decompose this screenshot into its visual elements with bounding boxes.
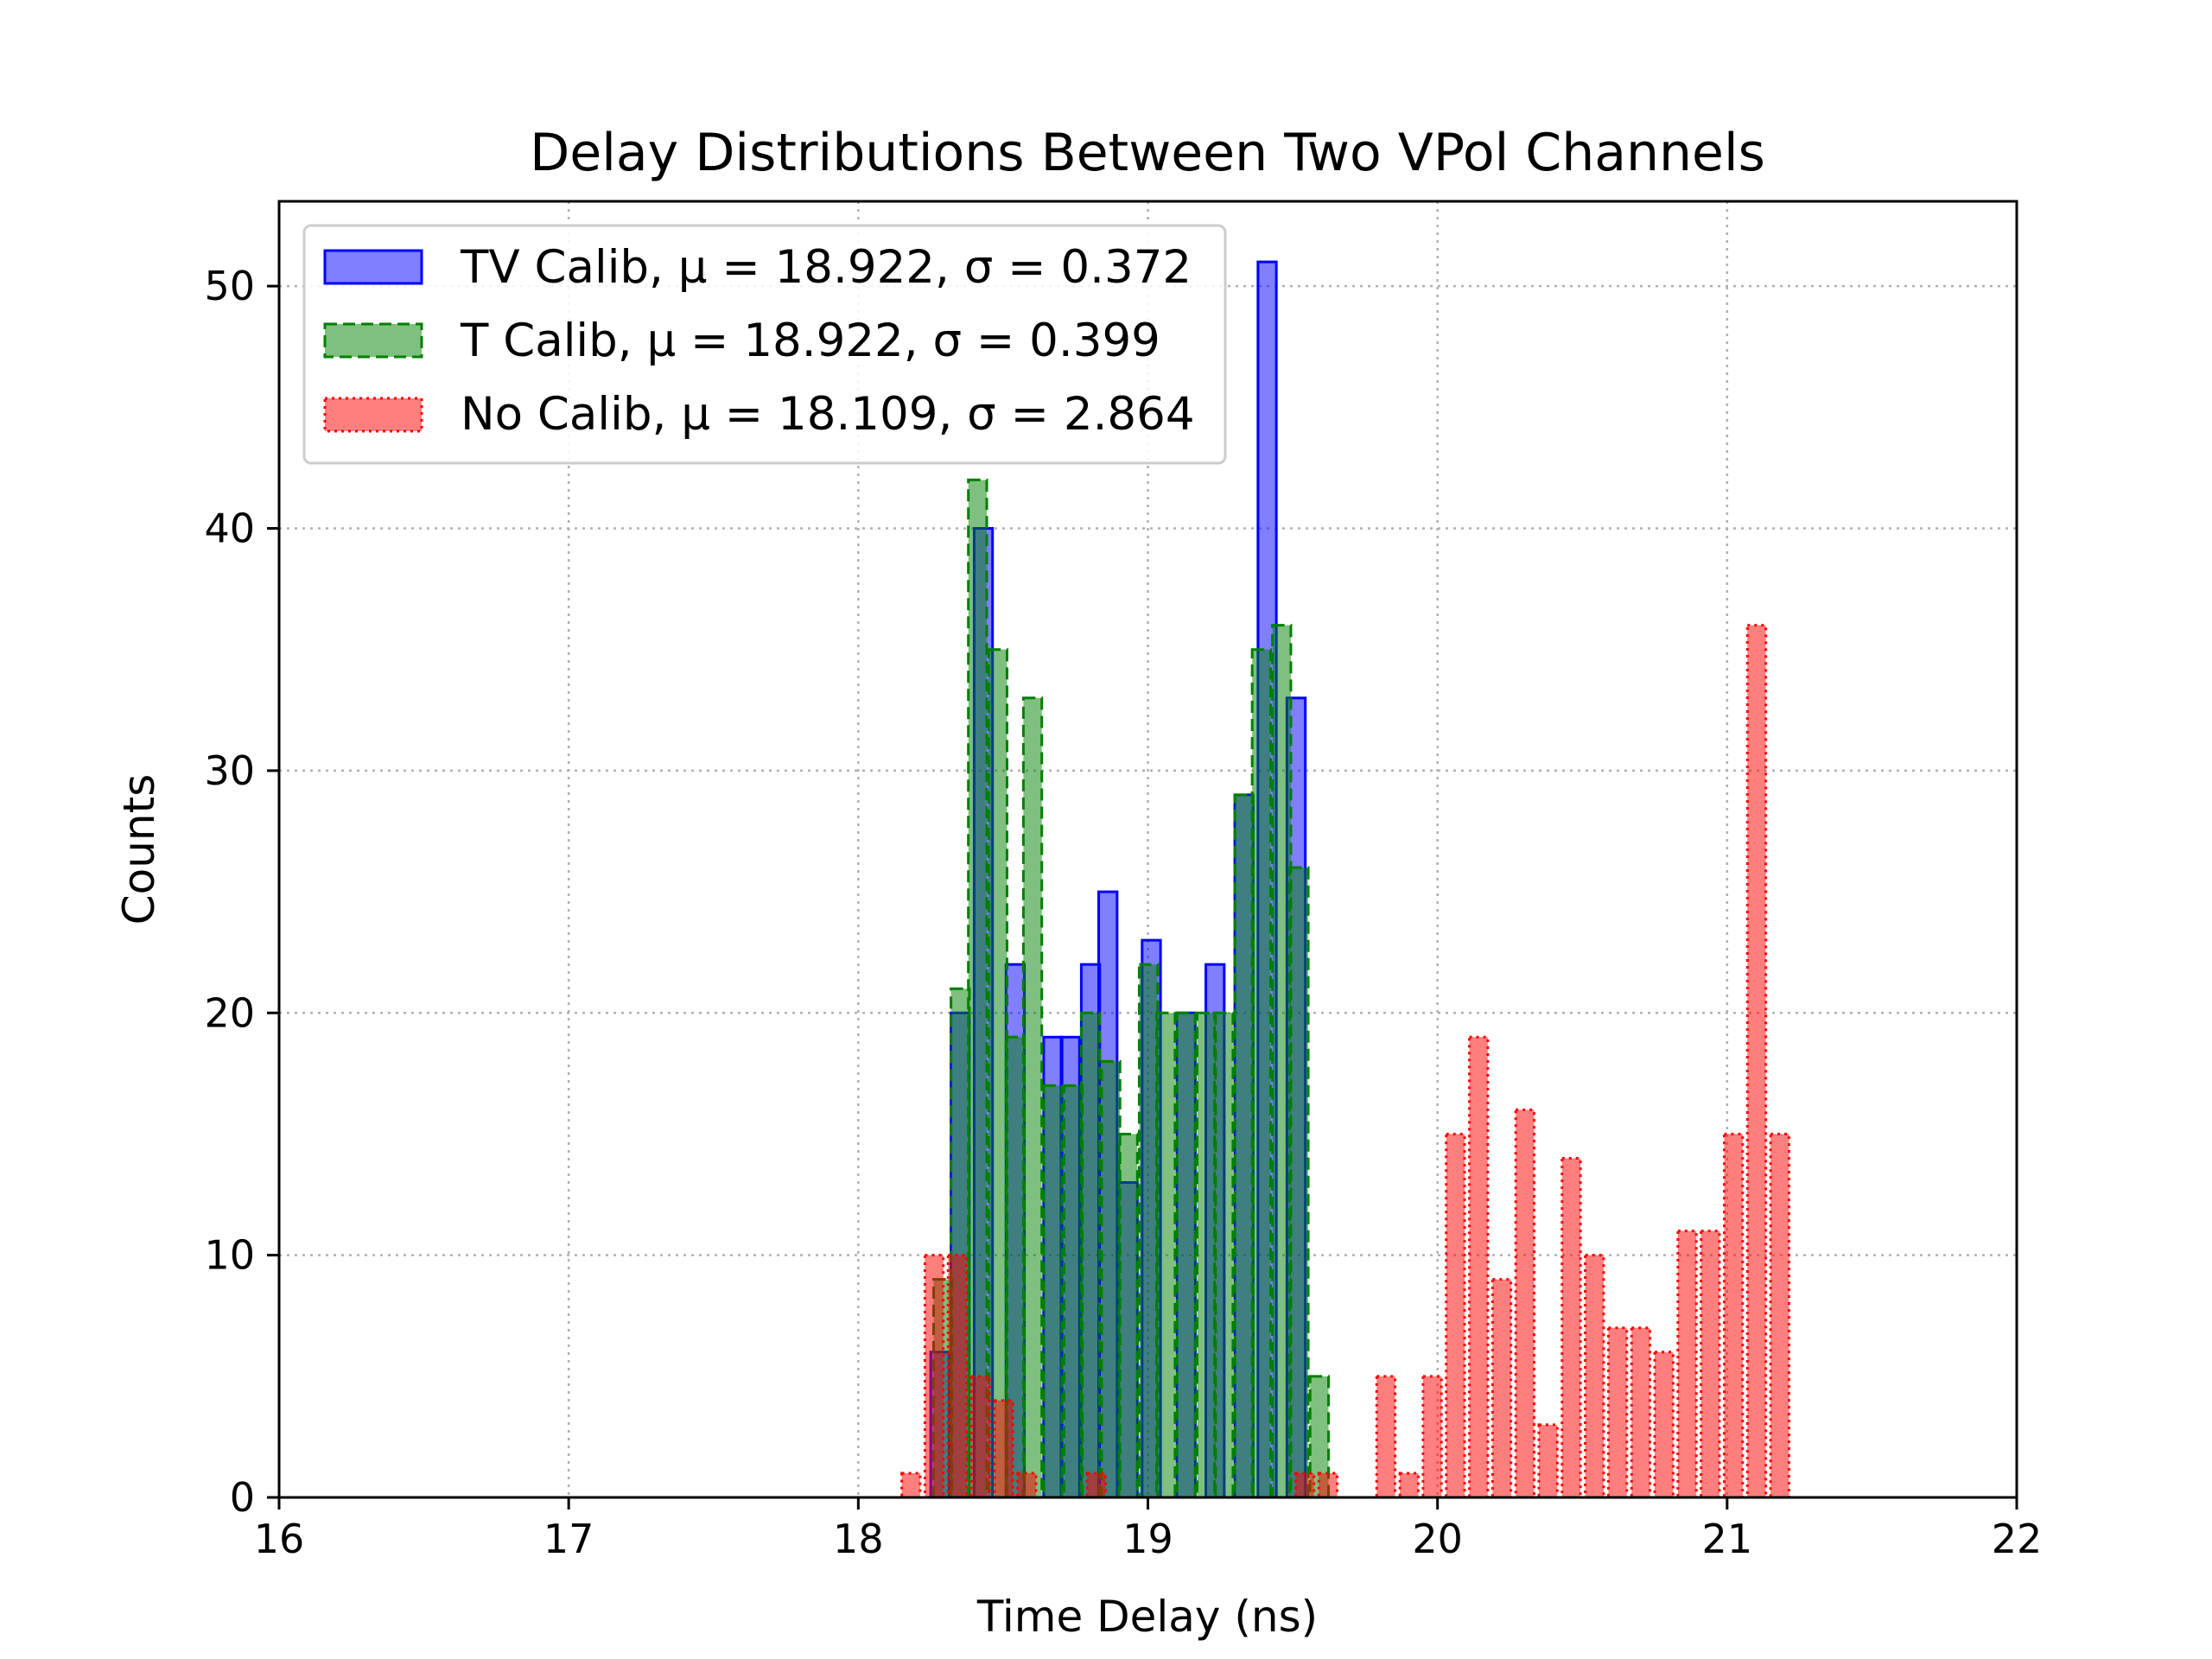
- y-tick-label: 30: [204, 747, 255, 794]
- histogram-bar: [1317, 1471, 1339, 1499]
- chart-title: Delay Distributions Between Two VPol Cha…: [530, 123, 1765, 183]
- histogram-bar: [1271, 624, 1293, 1499]
- x-tick-label: 20: [1412, 1516, 1463, 1562]
- x-tick-label: 19: [1122, 1516, 1173, 1562]
- y-tick-label: 50: [204, 263, 255, 309]
- histogram-bar: [900, 1471, 922, 1499]
- histogram-bar: [1016, 1471, 1038, 1499]
- histogram-bar: [1745, 624, 1768, 1499]
- histogram-bar: [1294, 1471, 1316, 1499]
- histogram-bar: [1421, 1375, 1443, 1499]
- y-tick-label: 10: [204, 1232, 255, 1279]
- histogram-bar: [1195, 1011, 1217, 1499]
- histogram-bar: [1021, 696, 1044, 1499]
- histogram-bar: [1250, 648, 1272, 1499]
- histogram-bar: [1079, 1011, 1102, 1499]
- legend-swatch-t-calib: [323, 322, 423, 359]
- histogram-bar: [1100, 1059, 1122, 1499]
- x-tick-label: 17: [543, 1516, 594, 1562]
- histogram-bar: [1375, 1375, 1397, 1499]
- y-tick-label: 0: [230, 1474, 255, 1521]
- histogram-bar: [1233, 793, 1255, 1499]
- histogram-bar: [1537, 1423, 1559, 1499]
- legend: TV Calib, μ = 18.922, σ = 0.372 T Calib,…: [302, 224, 1227, 465]
- histogram-bar: [1653, 1351, 1675, 1499]
- histogram-bar: [1560, 1156, 1582, 1499]
- histogram-bar: [923, 1254, 945, 1499]
- histogram-bar: [1062, 1084, 1084, 1499]
- x-tick-label: 22: [1992, 1516, 2043, 1562]
- histogram-bar: [1491, 1278, 1513, 1499]
- histogram-bar: [1213, 1011, 1235, 1499]
- histogram-bar: [1514, 1108, 1535, 1499]
- histogram-bar: [969, 1375, 991, 1499]
- legend-label-no-calib: No Calib, μ = 18.109, σ = 2.864: [461, 388, 1195, 441]
- legend-frame: [302, 224, 1227, 465]
- histogram-bar: [987, 648, 1008, 1499]
- x-axis-label: Time Delay (ns): [976, 1592, 1318, 1642]
- legend-label-tv-calib: TV Calib, μ = 18.922, σ = 0.372: [460, 241, 1192, 294]
- legend-swatch-no-calib: [323, 397, 423, 433]
- histogram-bar: [946, 1254, 969, 1499]
- histogram-bar: [1085, 1471, 1107, 1499]
- histogram-bar: [1175, 1011, 1197, 1499]
- legend-label-t-calib: T Calib, μ = 18.922, σ = 0.399: [460, 315, 1160, 367]
- histogram-bar: [1155, 1011, 1177, 1499]
- histogram-bar: [1606, 1326, 1629, 1499]
- histogram-bar: [1117, 1132, 1139, 1499]
- legend-swatch-tv-calib: [323, 249, 423, 285]
- histogram-bar: [1004, 1035, 1027, 1499]
- y-tick-label: 20: [204, 989, 255, 1036]
- histogram-bar: [1445, 1132, 1466, 1499]
- histogram-bar: [993, 1399, 1014, 1499]
- histogram-bar: [967, 478, 988, 1499]
- x-tick-label: 16: [254, 1516, 305, 1562]
- histogram-bar: [1630, 1326, 1652, 1499]
- axis-ticks: 16 17 18 19 20 21 22 0 10 20 30 40 50: [204, 263, 2042, 1562]
- histogram-bar: [1700, 1230, 1721, 1499]
- histogram-bar: [1676, 1230, 1698, 1499]
- histogram-bar: [1042, 1084, 1064, 1499]
- histogram-bar: [1722, 1132, 1745, 1499]
- x-tick-label: 21: [1702, 1516, 1753, 1562]
- histogram-bar: [1288, 866, 1310, 1499]
- histogram-bar: [1398, 1471, 1420, 1499]
- y-tick-label: 40: [204, 505, 255, 552]
- histogram-bar: [1137, 963, 1160, 1499]
- y-axis-label: Counts: [114, 774, 164, 925]
- histogram-bar: [1769, 1132, 1790, 1499]
- histogram-bar: [1584, 1254, 1605, 1499]
- histogram-bar: [1468, 1035, 1490, 1499]
- histogram-bars: [900, 260, 1790, 1499]
- x-tick-label: 18: [833, 1516, 884, 1562]
